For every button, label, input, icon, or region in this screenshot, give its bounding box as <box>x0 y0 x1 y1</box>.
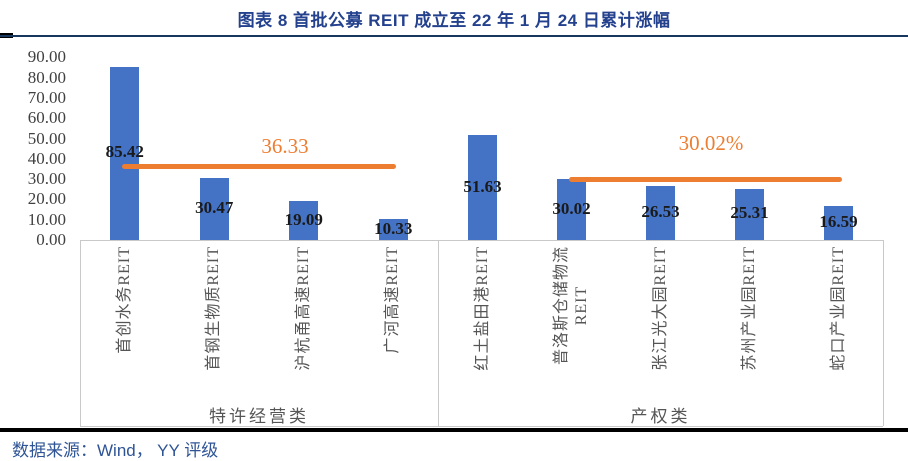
y-axis-tick-label: 40.00 <box>27 148 66 168</box>
category-label-text: 蛇口产业园REIT <box>829 246 847 371</box>
bar-value-label: 16.59 <box>819 212 858 232</box>
bar-value-label: 30.47 <box>195 198 234 218</box>
bar-value-label: 51.63 <box>463 176 502 196</box>
category-label-text: 张江光大园REIT <box>651 246 669 371</box>
bar-value-label: 30.02 <box>552 198 591 218</box>
y-axis-tick-label: 90.00 <box>27 47 66 67</box>
group-label: 产权类 <box>630 407 691 426</box>
group-label: 特许经营类 <box>209 407 309 426</box>
y-axis-tick-label: 30.00 <box>27 169 66 189</box>
category-box-border <box>883 240 884 426</box>
category-label-text: 广河高速REIT <box>384 246 402 354</box>
y-axis-tick-label: 70.00 <box>27 87 66 107</box>
bottom-rule <box>0 428 908 432</box>
bar-value-label: 26.53 <box>641 202 680 222</box>
category-label-text: 首创水务REIT <box>115 246 133 354</box>
bar <box>289 201 319 240</box>
title-rule <box>0 35 908 37</box>
bar-value-label: 25.31 <box>730 203 769 223</box>
category-label-text: 普洛斯仓储物流 REIT <box>552 246 590 366</box>
category-box-border <box>80 240 81 426</box>
y-axis-tick-label: 10.00 <box>27 209 66 229</box>
category-label-text: 苏州产业园REIT <box>740 246 758 371</box>
bar <box>110 66 140 240</box>
category-label-text: 首钢生物质REIT <box>205 246 223 371</box>
average-line <box>121 163 397 169</box>
bar <box>199 178 229 240</box>
bar-value-label: 85.42 <box>105 142 144 162</box>
data-source: 数据来源：Wind， YY 评级 <box>12 441 219 460</box>
average-line <box>568 176 842 182</box>
average-line-label: 36.33 <box>261 134 309 159</box>
bar <box>557 179 586 240</box>
y-axis-tick-label: 0.00 <box>36 230 66 249</box>
average-line-label: 30.02% <box>678 131 744 156</box>
category-label-text: 沪杭甬高速REIT <box>294 246 312 371</box>
bar <box>735 188 764 240</box>
chart-title: 图表 8 首批公募 REIT 成立至 22 年 1 月 24 日累计涨幅 <box>237 11 671 30</box>
bar <box>468 135 497 240</box>
category-box-border <box>438 240 439 426</box>
bar-value-label: 19.09 <box>284 209 323 229</box>
bar <box>378 219 408 240</box>
category-box-border <box>80 426 883 427</box>
category-label-text: 红土盐田港REIT <box>473 246 491 371</box>
bar <box>646 186 675 240</box>
bar <box>824 206 853 240</box>
y-axis-tick-label: 60.00 <box>27 108 66 128</box>
y-axis-tick-label: 80.00 <box>27 67 66 87</box>
category-axis-line <box>80 240 883 241</box>
y-axis-tick-label: 20.00 <box>27 189 66 209</box>
y-axis-tick-label: 50.00 <box>27 128 66 148</box>
bar-value-label: 10.33 <box>374 218 413 238</box>
